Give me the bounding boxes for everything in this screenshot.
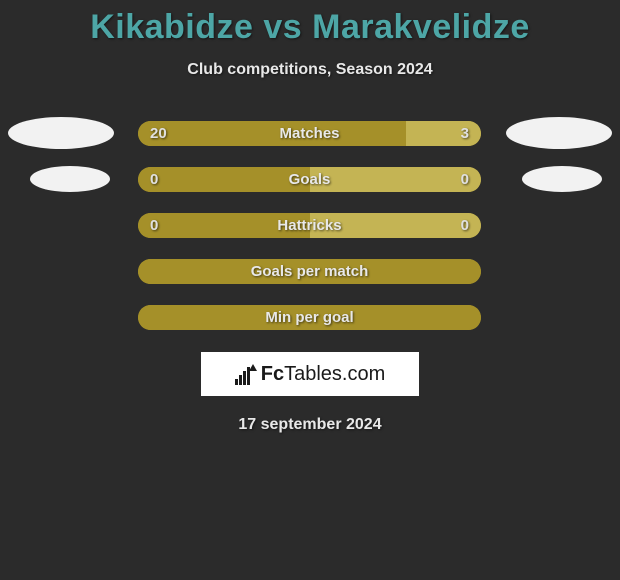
stats-container: Matches203Goals00Hattricks00Goals per ma… [0, 121, 620, 330]
stat-row: Matches20 3 [0, 121, 620, 146]
stat-label: Goals [138, 167, 481, 192]
stat-value-right: 0 [461, 213, 469, 238]
logo-text: FcTables.com [261, 363, 386, 386]
stat-bar: Hattricks0 0 [138, 213, 481, 238]
player-avatar-left [8, 117, 114, 149]
stat-value-right: 0 [461, 167, 469, 192]
stat-row: Goals per match [0, 259, 620, 284]
stat-row: Goals0 0 [0, 167, 620, 192]
stat-row: Min per goal [0, 305, 620, 330]
stat-value-left: 0 [150, 213, 158, 238]
stat-label: Matches [138, 121, 481, 146]
date-line: 17 september 2024 [0, 416, 620, 434]
stat-value-left: 0 [150, 167, 158, 192]
stat-label: Goals per match [138, 259, 481, 284]
logo-banner[interactable]: FcTables.com [201, 352, 419, 396]
page-title: Kikabidze vs Marakvelidze [0, 0, 620, 47]
player-avatar-left [30, 166, 110, 192]
stat-bar: Matches20 3 [138, 121, 481, 146]
stat-bar: Min per goal [138, 305, 481, 330]
stat-label: Hattricks [138, 213, 481, 238]
stat-bar: Goals per match [138, 259, 481, 284]
logo-part-c: .com [342, 363, 385, 385]
subtitle: Club competitions, Season 2024 [0, 61, 620, 79]
bar-chart-icon [235, 364, 257, 385]
stat-row: Hattricks0 0 [0, 213, 620, 238]
stat-value-right: 3 [461, 121, 469, 146]
player-avatar-right [522, 166, 602, 192]
stat-value-left: 20 [150, 121, 167, 146]
player-avatar-right [506, 117, 612, 149]
logo-part-a: Fc [261, 363, 284, 385]
stat-bar: Goals0 0 [138, 167, 481, 192]
logo-part-b: Tables [284, 363, 342, 385]
stat-label: Min per goal [138, 305, 481, 330]
